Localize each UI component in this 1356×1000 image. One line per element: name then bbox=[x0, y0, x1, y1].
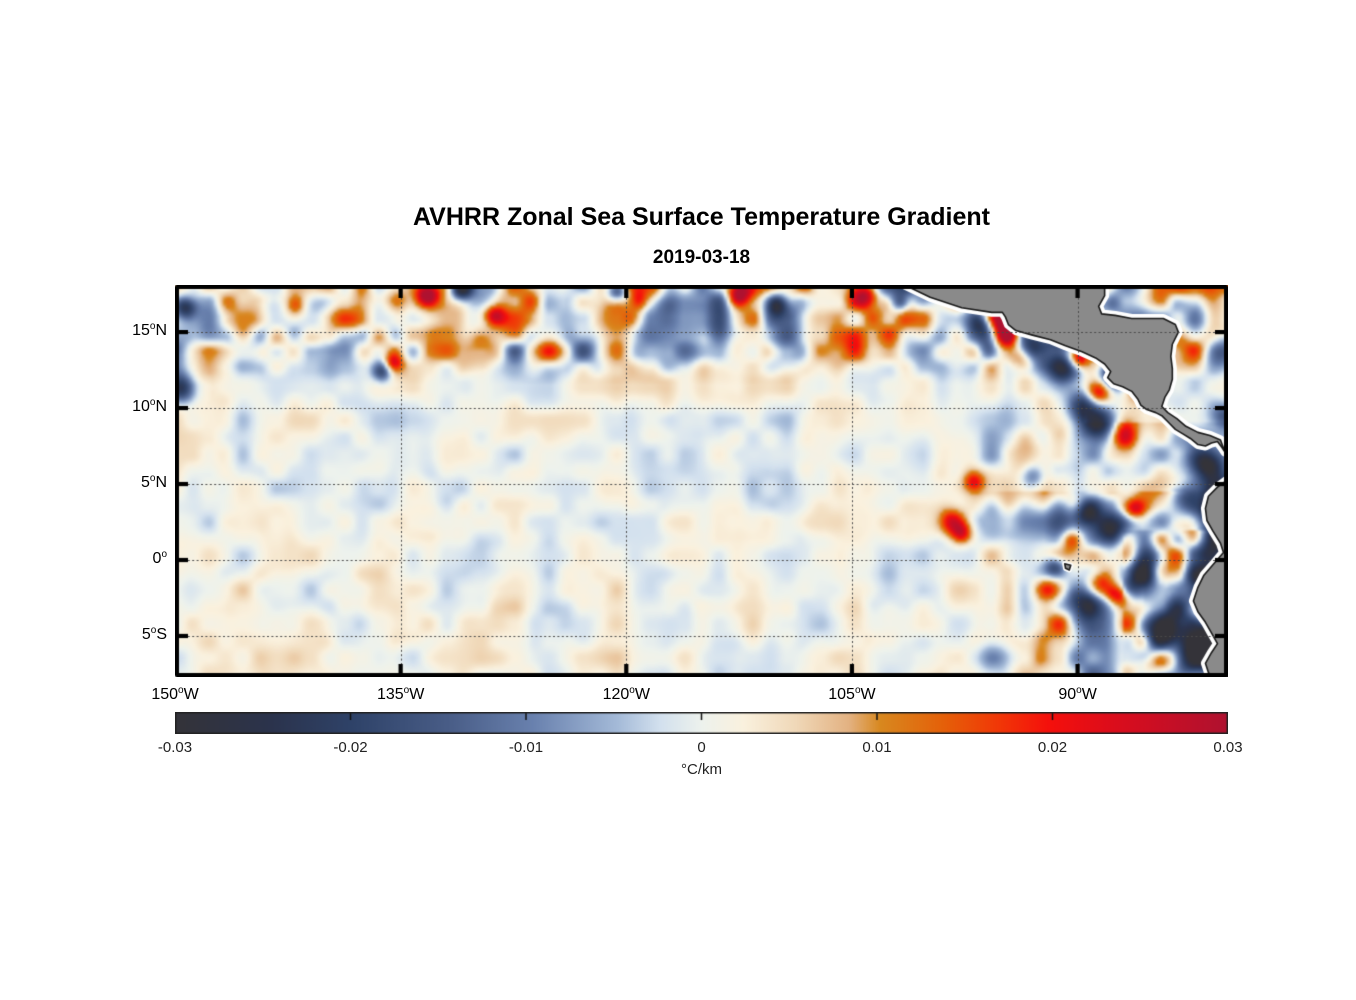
colorbar-tick-label: -0.03 bbox=[157, 739, 193, 756]
colorbar-tick-label: -0.02 bbox=[333, 739, 368, 756]
x-tick-label: 135oW bbox=[376, 685, 425, 704]
x-tick-label: 90oW bbox=[1058, 685, 1097, 704]
plot-title: AVHRR Zonal Sea Surface Temperature Grad… bbox=[412, 203, 990, 231]
y-tick-label: 10oN bbox=[132, 397, 167, 416]
y-tick-label: 5oS bbox=[141, 624, 167, 643]
colorbar-canvas bbox=[175, 712, 1228, 734]
y-tick-label: 15oN bbox=[132, 321, 167, 340]
colorbar-tick-label: 0.01 bbox=[862, 739, 892, 756]
y-tick-label: 0o bbox=[152, 549, 167, 568]
colorbar-unit-label: °C/km bbox=[681, 761, 722, 778]
plot-date-subtitle: 2019-03-18 bbox=[652, 247, 751, 268]
x-tick-label: 105oW bbox=[828, 685, 876, 704]
colorbar-tick-label: 0.02 bbox=[1037, 739, 1068, 756]
x-tick-label: 150oW bbox=[151, 685, 199, 704]
colorbar-tick-label: 0.03 bbox=[1213, 739, 1243, 756]
x-tick-label: 120oW bbox=[602, 685, 650, 704]
colorbar-tick-label: -0.01 bbox=[508, 739, 544, 756]
colorbar-tick-label: 0 bbox=[697, 739, 706, 756]
map-heatmap-canvas bbox=[175, 285, 1228, 677]
y-tick-label: 5oN bbox=[140, 473, 167, 492]
